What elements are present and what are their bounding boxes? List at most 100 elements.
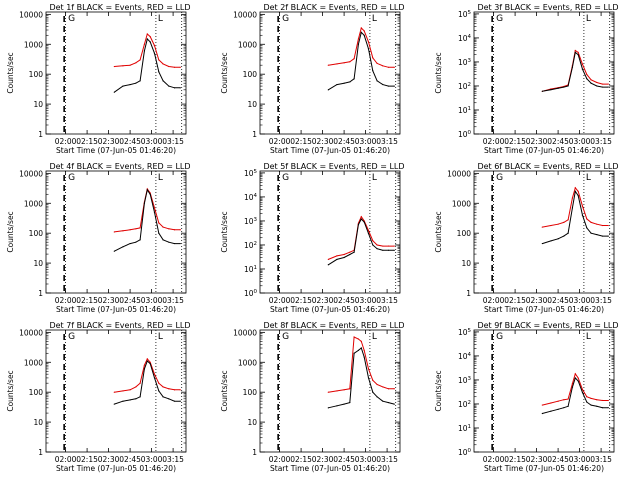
events-series-point <box>590 82 592 84</box>
y-tick-label: 100 <box>244 289 258 298</box>
events-series-point <box>143 368 146 370</box>
lld-series-point <box>586 396 588 398</box>
y-tick-exponent: 0 <box>254 289 258 295</box>
lld-series-point <box>173 229 176 231</box>
y-tick-label: 100 <box>458 448 472 457</box>
lld-series-point <box>168 65 170 68</box>
lld-series-point <box>113 65 115 68</box>
events-series-line <box>328 31 395 91</box>
lld-series-point <box>382 65 384 67</box>
x-tick-label: 03:00 <box>569 296 591 305</box>
lld-series-point <box>353 336 355 338</box>
y-tick-label: 1000 <box>24 199 43 208</box>
events-series-point <box>567 405 569 407</box>
events-series-point <box>173 400 176 402</box>
x-tick-label: 02:15 <box>504 455 526 464</box>
y-tick-label: 101 <box>244 265 257 274</box>
lld-series-point <box>336 255 338 257</box>
chart-title: Det 2f BLACK = Events, RED = LLD <box>263 3 404 12</box>
marker-g-label: G <box>68 173 75 183</box>
events-series-point <box>372 244 374 246</box>
lld-series-point <box>586 218 588 220</box>
y-tick-label: 1000 <box>24 40 43 49</box>
lld-series-point <box>343 62 345 64</box>
x-axis-label: Start Time (07-Jun-05 01:46:20) <box>56 464 176 473</box>
lld-series-point <box>577 51 579 53</box>
y-tick-label: 104 <box>458 352 472 361</box>
events-series-point <box>153 211 156 213</box>
lld-series-line <box>114 357 181 393</box>
events-series-point <box>574 190 576 192</box>
x-axis-label: Start Time (07-Jun-05 01:46:20) <box>484 464 604 473</box>
events-series-point <box>382 249 384 251</box>
x-tick-label: 02:00 <box>55 455 77 464</box>
events-series-point <box>571 66 574 68</box>
y-tick-label: 101 <box>458 106 471 115</box>
y-tick-label: 104 <box>458 34 472 43</box>
lld-series-point <box>353 58 355 60</box>
lld-series-line <box>328 336 395 393</box>
x-tick-label: 02:00 <box>269 296 291 305</box>
lld-series-point <box>571 383 574 385</box>
events-series-point <box>550 240 552 242</box>
events-series-point <box>387 85 390 87</box>
events-series-point <box>143 202 146 204</box>
events-series-point <box>162 239 164 241</box>
events-series-point <box>139 396 141 398</box>
lld-series-point <box>557 223 559 225</box>
events-series-point <box>129 242 131 245</box>
y-tick-label: 10 <box>33 100 43 109</box>
marker-l-label: L <box>372 173 377 183</box>
lld-series-point <box>158 222 160 224</box>
x-tick-label: 02:30 <box>312 296 334 305</box>
lld-series-point <box>607 224 609 227</box>
events-series-point <box>590 232 592 234</box>
events-series-line <box>542 51 609 92</box>
events-series-point <box>343 256 345 259</box>
y-tick-label: 1 <box>38 448 43 457</box>
lld-series-point <box>372 57 374 59</box>
events-series-point <box>153 52 156 54</box>
y-tick-label: 10000 <box>19 328 43 337</box>
lld-series-point <box>343 389 345 391</box>
x-tick-label: 02:30 <box>312 455 334 464</box>
marker-g-label: G <box>282 14 289 24</box>
events-series-point <box>571 386 574 388</box>
lld-series-point <box>581 205 584 207</box>
events-series-point <box>382 83 384 86</box>
events-series-point <box>363 34 365 36</box>
events-series-point <box>557 87 559 89</box>
x-axis-label: Start Time (07-Jun-05 01:46:20) <box>270 305 390 314</box>
x-tick-label: 02:45 <box>547 137 569 146</box>
events-series-point <box>336 405 338 407</box>
events-series-point <box>158 232 160 234</box>
y-tick-exponent: 3 <box>468 58 472 64</box>
events-series-point <box>168 398 170 400</box>
events-series-point <box>557 238 559 240</box>
lld-series-point <box>376 62 378 64</box>
lld-series-point <box>122 230 124 232</box>
events-series-point <box>139 239 141 241</box>
events-series-point <box>357 43 360 45</box>
x-tick-label: 02:00 <box>269 455 291 464</box>
lld-series-point <box>550 402 552 404</box>
events-series-point <box>149 363 151 365</box>
events-series-point <box>153 377 156 379</box>
x-tick-label: 02:00 <box>483 137 505 146</box>
lld-series-line <box>328 27 395 68</box>
events-series-point <box>327 89 329 91</box>
x-tick-label: 02:00 <box>55 137 77 146</box>
events-series-point <box>360 347 362 349</box>
events-series-point <box>601 235 604 237</box>
lld-series-point <box>550 224 552 227</box>
lld-series-point <box>367 229 370 232</box>
lld-series-line <box>542 49 609 92</box>
x-tick-label: 03:15 <box>162 296 184 305</box>
lld-series-point <box>122 390 124 392</box>
lld-series-point <box>129 229 131 231</box>
events-series-point <box>168 241 170 243</box>
marker-g-label: G <box>496 14 503 24</box>
y-axis-label: Counts/sec <box>220 52 229 93</box>
x-tick-label: 02:15 <box>504 296 526 305</box>
